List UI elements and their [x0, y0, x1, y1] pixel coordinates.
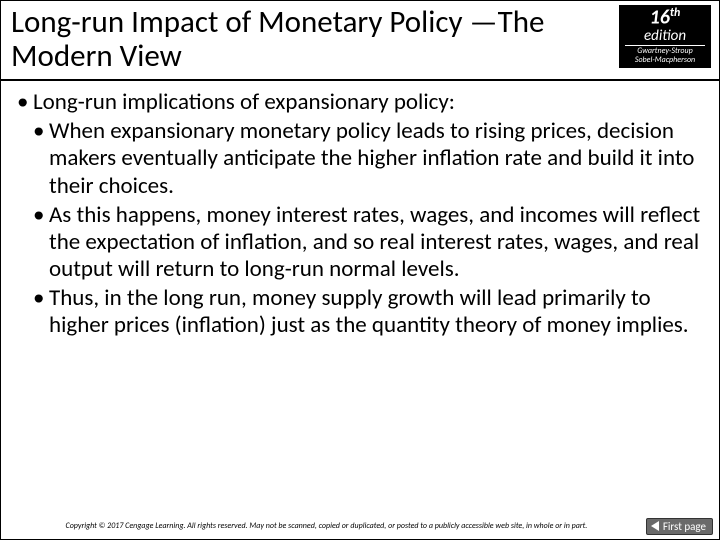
- sub-bullet: When expansionary monetary policy leads …: [31, 118, 705, 199]
- body: Long-run implications of expansionary po…: [1, 81, 719, 515]
- header: Long-run Impact of Monetary Policy —The …: [1, 1, 719, 81]
- first-page-button[interactable]: First page: [646, 518, 713, 535]
- triangle-left-icon: [651, 521, 659, 531]
- edition-badge: 16th edition Gwartney-Stroup Sobel-Macph…: [619, 5, 711, 68]
- edition-suffix: th: [670, 6, 681, 20]
- footer: Copyright © 2017 Cengage Learning. All r…: [1, 515, 719, 539]
- sub-bullet: As this happens, money interest rates, w…: [31, 202, 705, 283]
- lead-bullet: Long-run implications of expansionary po…: [15, 89, 705, 116]
- edition-number-line: 16th: [625, 7, 705, 29]
- bullet-list: Long-run implications of expansionary po…: [15, 89, 705, 339]
- sub-bullet-list: When expansionary monetary policy leads …: [15, 118, 705, 339]
- copyright-text: Copyright © 2017 Cengage Learning. All r…: [7, 521, 646, 531]
- first-page-label: First page: [663, 520, 706, 533]
- slide: Long-run Impact of Monetary Policy —The …: [0, 0, 720, 540]
- slide-title: Long-run Impact of Monetary Policy —The …: [11, 5, 619, 73]
- sub-bullet: Thus, in the long run, money supply grow…: [31, 285, 705, 339]
- edition-word: edition: [625, 29, 705, 47]
- edition-authors-2: Sobel-Macpherson: [625, 56, 705, 65]
